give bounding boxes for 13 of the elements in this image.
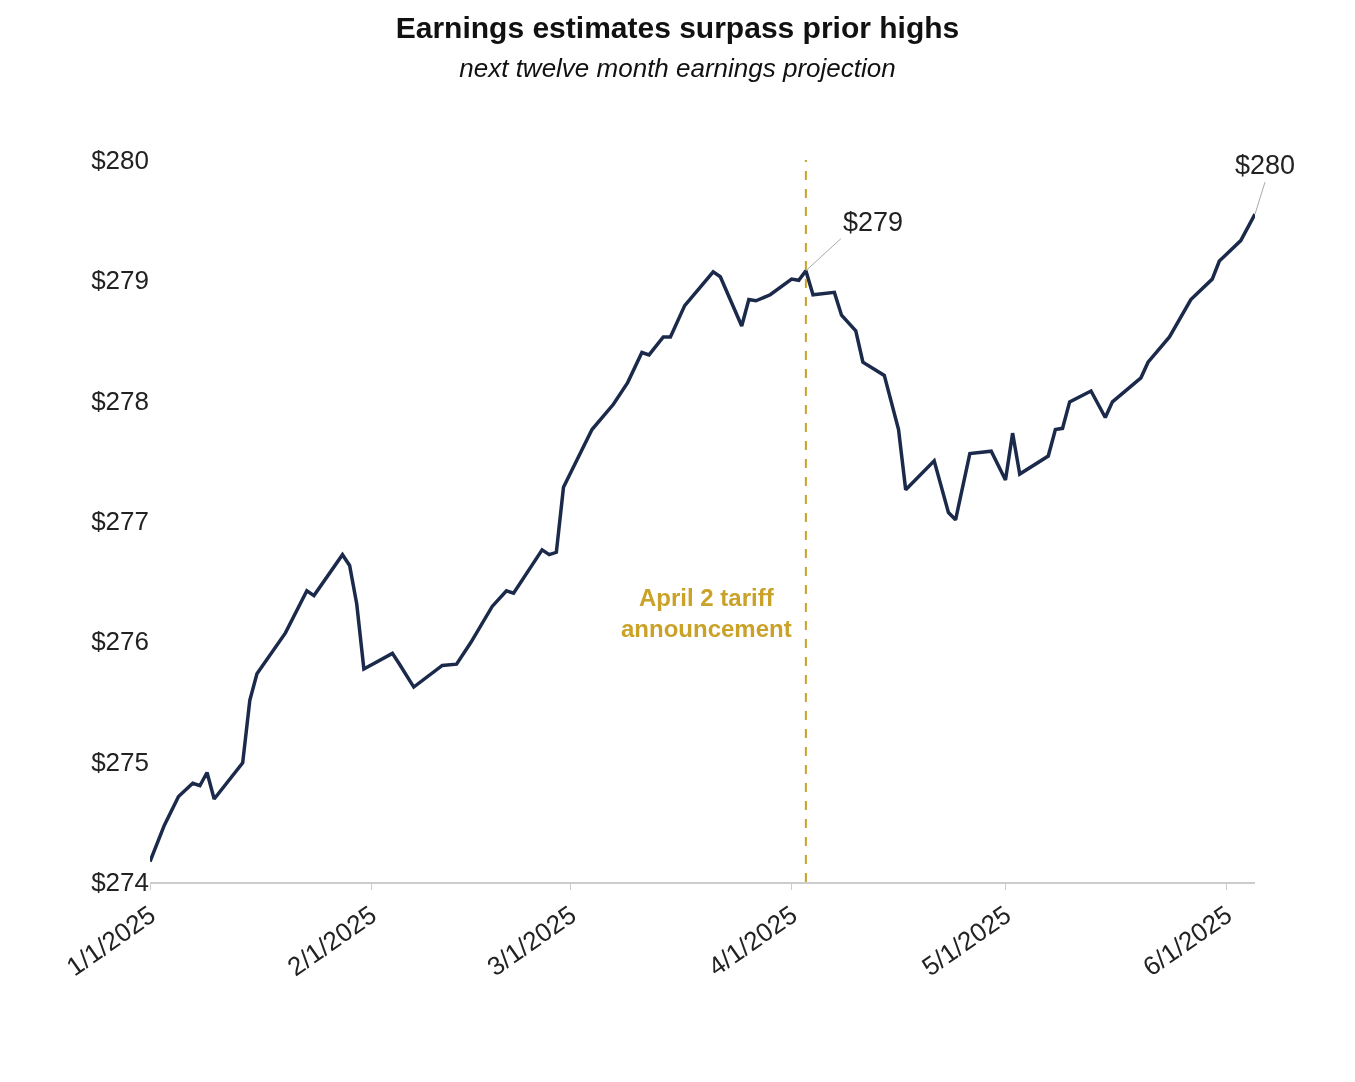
y-tick-label: $277 [91,506,149,537]
chart-title: Earnings estimates surpass prior highs [395,10,960,44]
chart-subtitle: next twelve month earnings projection [459,52,896,83]
line-series [150,212,1255,864]
ref-line-label: April 2 tariff announcement [621,584,792,643]
annotation: $280 [1235,150,1296,180]
y-tick-label: $274 [91,867,149,898]
y-tick-label: $278 [91,385,149,416]
y-tick-label: $275 [91,746,149,777]
y-tick-label: $279 [91,265,149,296]
y-tick-label: $276 [91,626,149,657]
annotation: $279 [843,207,904,237]
y-tick-label: $280 [91,145,149,176]
